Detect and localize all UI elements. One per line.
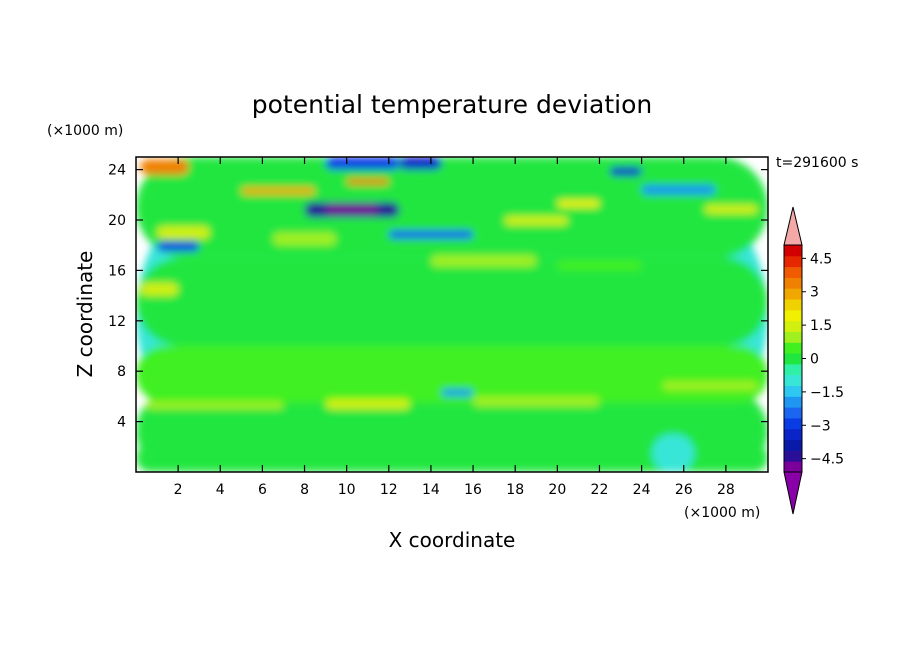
x-tick-label: 16 xyxy=(464,482,482,498)
x-tick-label: 4 xyxy=(216,482,225,498)
y-tick-label: 16 xyxy=(108,263,126,279)
field-region xyxy=(272,232,337,246)
x-tick-label: 28 xyxy=(717,482,735,498)
colorbar-swatch xyxy=(784,450,802,462)
y-axis-label: Z coordinate xyxy=(73,251,97,378)
colorbar-swatch xyxy=(784,396,802,408)
field-region xyxy=(652,434,695,472)
field-region xyxy=(325,204,379,214)
colorbar-swatch xyxy=(784,309,802,322)
field-region xyxy=(346,178,389,185)
field-region xyxy=(557,260,642,271)
x-tick-label: 6 xyxy=(258,482,267,498)
colorbar-tick-label: 4.5 xyxy=(810,251,832,267)
colorbar-swatch xyxy=(784,342,802,354)
colorbar: 4.5 3 1.5 0 −1.5 −3 −4.5 xyxy=(783,206,844,515)
colorbar-tick-label: −3 xyxy=(810,418,831,434)
colorbar-tick-label: −4.5 xyxy=(810,452,844,468)
x-axis-label: X coordinate xyxy=(389,528,516,552)
field-region xyxy=(441,388,474,397)
colorbar-over-arrow xyxy=(783,206,803,246)
colorbar-swatch xyxy=(784,363,802,376)
colorbar-swatch xyxy=(784,439,802,451)
time-label: t=291600 s xyxy=(776,155,858,171)
colorbar-tick-label: 1.5 xyxy=(810,318,832,334)
colorbar-tick-label: −1.5 xyxy=(810,385,844,401)
x-unit-label: (×1000 m) xyxy=(684,505,760,521)
y-tick-label: 20 xyxy=(108,213,126,229)
x-tick-label: 14 xyxy=(422,482,440,498)
temperature-field xyxy=(136,157,768,472)
field-region xyxy=(662,381,758,391)
y-axis-ticks: 4 8 12 16 20 24 xyxy=(108,163,768,431)
colorbar-swatch xyxy=(784,407,802,419)
field-region xyxy=(157,241,200,252)
field-region xyxy=(610,167,642,176)
field-region xyxy=(325,157,400,170)
field-region xyxy=(473,396,600,407)
x-tick-label: 8 xyxy=(300,482,309,498)
field-region xyxy=(388,230,474,239)
colorbar-swatch xyxy=(784,331,802,343)
plot-area xyxy=(136,157,768,472)
colorbar-swatch xyxy=(784,320,802,332)
colorbar-tick-label: 0 xyxy=(810,352,819,368)
colorbar-swatch xyxy=(784,428,802,441)
field-region xyxy=(140,159,189,175)
field-region xyxy=(136,346,768,403)
field-region xyxy=(241,187,316,195)
colorbar-swatch xyxy=(784,461,802,473)
colorbar-swatch xyxy=(784,299,802,311)
colorbar-swatch xyxy=(784,255,802,268)
y-tick-label: 24 xyxy=(108,163,126,179)
field-region xyxy=(430,255,537,267)
colorbar-swatch xyxy=(784,353,802,365)
colorbar-swatch xyxy=(784,385,802,397)
colorbar-swatch xyxy=(784,266,802,278)
x-tick-label: 20 xyxy=(548,482,566,498)
field-region xyxy=(399,157,442,170)
x-tick-label: 22 xyxy=(591,482,609,498)
y-tick-label: 4 xyxy=(117,415,126,431)
field-region xyxy=(704,204,758,214)
x-tick-label: 12 xyxy=(380,482,398,498)
field-region xyxy=(146,401,284,409)
field-region xyxy=(557,199,600,208)
field-region xyxy=(325,398,410,409)
field-region xyxy=(641,184,716,195)
colorbar-tick-label: 3 xyxy=(810,285,819,301)
colorbar-swatch xyxy=(784,374,802,387)
colorbar-swatch xyxy=(784,277,802,289)
field-region xyxy=(136,257,768,346)
x-axis-ticks: 2 4 6 8 10 12 14 16 18 20 22 24 26 28 xyxy=(174,157,735,498)
colorbar-swatch xyxy=(784,245,802,257)
x-tick-label: 24 xyxy=(633,482,651,498)
x-tick-label: 26 xyxy=(675,482,693,498)
x-tick-label: 10 xyxy=(338,482,356,498)
x-tick-label: 18 xyxy=(506,482,524,498)
colorbar-under-arrow xyxy=(783,471,803,515)
colorbar-swatch xyxy=(784,417,802,430)
field-region xyxy=(136,157,768,258)
x-tick-label: 2 xyxy=(174,482,183,498)
y-tick-label: 8 xyxy=(117,364,126,380)
field-region xyxy=(157,226,210,239)
y-unit-label: (×1000 m) xyxy=(47,123,123,139)
field-region xyxy=(504,216,568,226)
chart-title: potential temperature deviation xyxy=(252,90,652,119)
colorbar-swatch xyxy=(784,288,802,300)
field-region xyxy=(136,444,768,472)
y-tick-label: 12 xyxy=(108,314,126,330)
field-region xyxy=(140,283,179,296)
plot-frame xyxy=(135,156,769,473)
